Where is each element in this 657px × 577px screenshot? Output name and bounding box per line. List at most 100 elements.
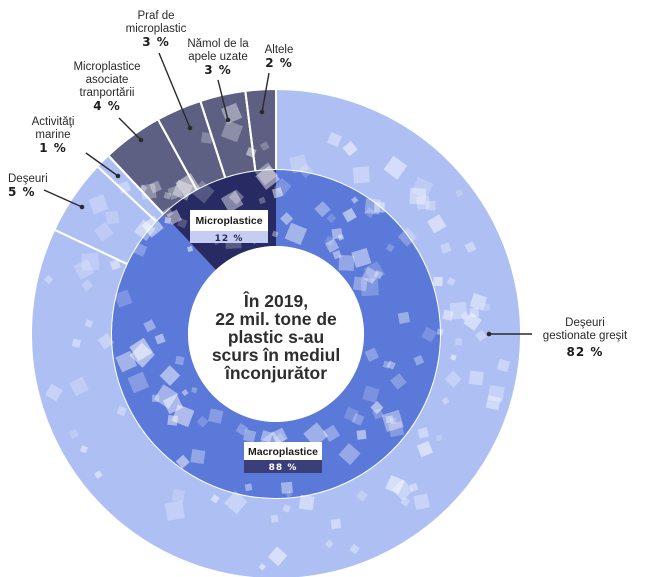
decor-square bbox=[397, 227, 417, 247]
decor-square bbox=[271, 230, 279, 238]
decor-square bbox=[386, 360, 396, 370]
decor-square bbox=[463, 312, 482, 331]
decor-square bbox=[133, 242, 148, 257]
decor-square bbox=[270, 514, 279, 523]
slice-label: Activităţi bbox=[32, 116, 75, 128]
decor-square bbox=[167, 184, 183, 201]
leader-dot bbox=[187, 125, 193, 131]
decor-square bbox=[220, 120, 244, 143]
decor-square bbox=[208, 408, 224, 424]
decor-square bbox=[425, 200, 436, 211]
decor-square bbox=[436, 328, 444, 336]
decor-square bbox=[469, 307, 480, 318]
decor-square bbox=[468, 370, 484, 386]
decor-square bbox=[436, 434, 443, 442]
leader-line bbox=[43, 189, 83, 208]
decor-square bbox=[175, 454, 190, 469]
decor-square bbox=[351, 413, 365, 426]
slice-label: gestionate greşit bbox=[543, 330, 628, 342]
decor-square bbox=[153, 384, 179, 409]
leader-dot bbox=[486, 331, 492, 337]
decor-square bbox=[151, 394, 160, 403]
decor-square bbox=[282, 504, 291, 513]
slice-separator bbox=[157, 118, 198, 191]
decor-square bbox=[141, 215, 164, 238]
decor-square bbox=[409, 482, 419, 493]
decor-square bbox=[330, 518, 342, 530]
slice-separator bbox=[244, 90, 257, 172]
leader-line bbox=[118, 117, 142, 141]
decor-square bbox=[127, 371, 150, 394]
decor-square bbox=[400, 496, 411, 507]
decor-square bbox=[116, 405, 127, 417]
decor-square bbox=[84, 319, 94, 328]
inner-label-title: Macroplastice bbox=[248, 446, 318, 458]
inner-label-microplastice: Microplastice 12 % bbox=[190, 210, 268, 244]
decor-square bbox=[440, 242, 452, 254]
decor-square bbox=[327, 132, 342, 147]
decor-square bbox=[381, 409, 404, 432]
decor-square bbox=[44, 274, 54, 285]
decor-square bbox=[351, 196, 359, 204]
decor-square bbox=[69, 376, 89, 397]
slice-separator bbox=[107, 154, 165, 216]
decor-square bbox=[174, 355, 185, 366]
decor-square bbox=[413, 493, 430, 511]
inner-label-macroplastice: Macroplastice 88 % bbox=[244, 442, 322, 473]
decor-square bbox=[81, 279, 94, 292]
decor-square bbox=[388, 421, 405, 438]
leader-line bbox=[217, 79, 229, 121]
leader-dot bbox=[115, 173, 121, 179]
decor-square bbox=[417, 427, 429, 439]
leader-line bbox=[85, 152, 119, 177]
decor-square bbox=[69, 429, 79, 439]
decor-square bbox=[361, 266, 379, 285]
inner-label-title-box bbox=[244, 442, 322, 460]
decor-square bbox=[374, 202, 385, 213]
decor-square bbox=[303, 422, 329, 448]
decor-square bbox=[455, 338, 463, 346]
decor-square bbox=[242, 429, 257, 443]
decor-square bbox=[81, 252, 100, 271]
decor-square bbox=[210, 494, 220, 504]
decor-square bbox=[397, 311, 411, 324]
decor-square bbox=[228, 189, 244, 205]
decor-square bbox=[235, 423, 249, 436]
decor-square bbox=[171, 404, 195, 428]
leader-dot bbox=[79, 204, 85, 210]
decor-square bbox=[118, 180, 131, 194]
decor-square bbox=[196, 415, 209, 428]
slice-label: Deşeuri bbox=[565, 317, 605, 329]
decor-square bbox=[360, 278, 379, 297]
decor-square bbox=[433, 276, 443, 287]
decor-square bbox=[409, 187, 427, 205]
decor-square bbox=[94, 470, 103, 479]
decor-square bbox=[342, 207, 357, 223]
decor-square bbox=[352, 276, 368, 292]
decor-square bbox=[259, 141, 270, 151]
center-text-line: plastic s-au bbox=[228, 327, 324, 347]
decor-square bbox=[93, 222, 114, 242]
decor-square bbox=[255, 165, 280, 190]
decor-square bbox=[332, 250, 342, 260]
decor-square bbox=[464, 241, 477, 254]
decor-square bbox=[280, 212, 294, 226]
decor-square bbox=[162, 207, 174, 219]
slice-value-label: 2 % bbox=[265, 56, 293, 70]
decor-square bbox=[97, 333, 115, 350]
decor-square bbox=[325, 238, 340, 253]
decor-square bbox=[446, 277, 456, 286]
slice-value-label: 82 % bbox=[567, 345, 604, 359]
inner-slice bbox=[111, 170, 440, 498]
decor-square bbox=[285, 490, 293, 498]
slice-label: Nămol de la bbox=[187, 38, 249, 50]
slice-label: microplastic bbox=[126, 23, 187, 35]
slice-label: Praf de bbox=[137, 10, 174, 22]
decor-square bbox=[442, 309, 454, 321]
decor-square bbox=[496, 358, 511, 373]
decor-square bbox=[356, 489, 368, 502]
decor-square bbox=[427, 214, 447, 234]
leader-dot bbox=[138, 137, 144, 143]
center-text-line: scurs în mediul bbox=[212, 345, 340, 365]
leader-line bbox=[261, 72, 270, 113]
